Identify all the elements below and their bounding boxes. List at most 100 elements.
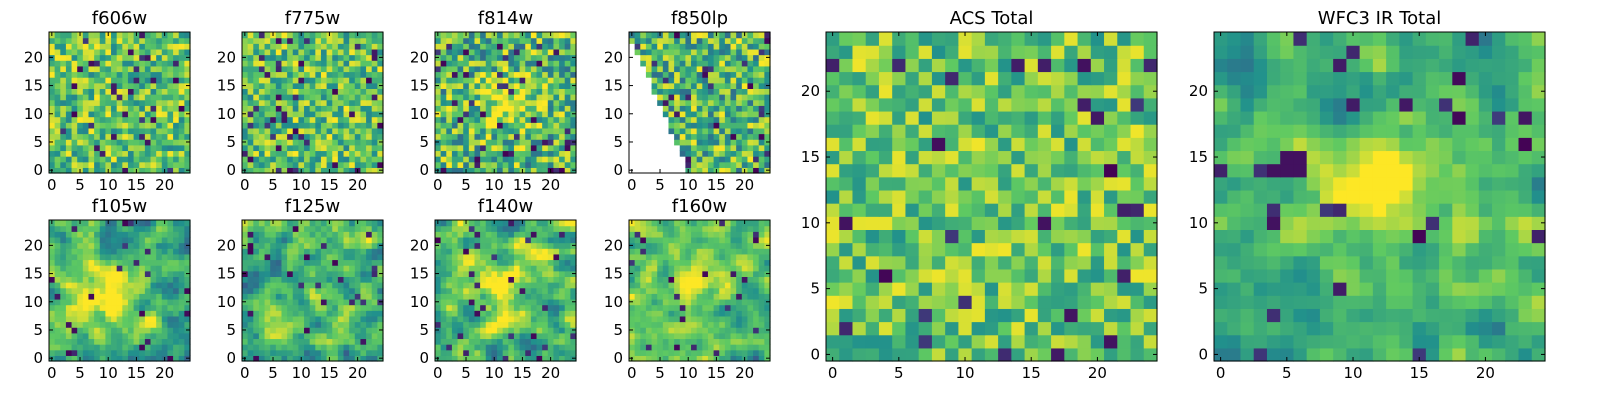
heatmap-cell <box>161 259 169 266</box>
heatmap-cell <box>468 71 476 78</box>
heatmap-cell <box>519 127 526 135</box>
heatmap-cell <box>156 139 163 146</box>
heatmap-cell <box>446 293 453 300</box>
heatmap-cell <box>258 32 266 39</box>
heatmap-cell <box>468 65 476 73</box>
heatmap-cell <box>94 293 101 300</box>
heatmap-cell <box>258 105 266 112</box>
heatmap-cell <box>645 259 653 266</box>
heatmap-cell <box>435 156 442 163</box>
heatmap-cell <box>446 37 453 44</box>
heatmap-cell <box>366 287 373 294</box>
heatmap-cell <box>49 259 56 266</box>
heatmap-cell <box>685 71 692 78</box>
heatmap-cell <box>474 122 481 129</box>
heatmap-cell <box>320 321 328 328</box>
heatmap-cell <box>508 116 515 123</box>
heatmap-cell <box>281 248 288 255</box>
heatmap-cell <box>508 298 515 306</box>
heatmap-cell <box>679 99 686 106</box>
heatmap-cell <box>247 156 254 163</box>
heatmap-cell <box>88 82 95 89</box>
heatmap-cell <box>519 156 526 163</box>
heatmap-cell <box>651 298 658 306</box>
heatmap-cell <box>530 139 538 146</box>
heatmap-cell <box>377 338 384 345</box>
heatmap-cell <box>111 144 118 152</box>
heatmap-cell <box>440 167 447 174</box>
heatmap-cell <box>360 77 367 84</box>
heatmap-cell <box>719 43 726 50</box>
heatmap-cell <box>258 259 266 266</box>
heatmap-cell <box>536 122 543 129</box>
heatmap-cells <box>49 220 191 362</box>
heatmap-cell <box>144 77 152 84</box>
heatmap-cell <box>736 287 743 294</box>
heatmap-cell <box>513 37 521 44</box>
heatmap-cell <box>702 122 709 129</box>
heatmap-cell <box>360 220 367 227</box>
heatmap-cell <box>281 116 288 123</box>
heatmap-cell <box>736 167 743 174</box>
heatmap-cell <box>332 259 339 266</box>
heatmap-cell <box>463 110 470 118</box>
heatmap-cell <box>247 110 254 118</box>
heatmap-cell <box>304 298 311 306</box>
heatmap-cell <box>764 122 771 129</box>
heatmap-cell <box>315 355 322 362</box>
heatmap-cell <box>570 71 577 78</box>
heatmap-cell <box>292 167 299 174</box>
heatmap-cell <box>629 332 636 340</box>
heatmap-cell <box>513 304 521 311</box>
heatmap-cell <box>337 77 345 84</box>
heatmap-cell <box>71 161 78 168</box>
heatmap-cell <box>343 298 350 306</box>
heatmap-cell <box>105 37 112 44</box>
heatmap-cell <box>480 82 487 89</box>
heatmap-cell <box>707 321 715 328</box>
heatmap-cells <box>242 32 384 174</box>
heatmap-cell <box>559 150 566 157</box>
heatmap-cell <box>354 276 362 283</box>
heatmap-cell <box>337 242 345 249</box>
heatmap-cell <box>564 48 571 56</box>
heatmap-cell <box>161 282 169 289</box>
heatmap-cell <box>82 144 90 152</box>
heatmap-cell <box>764 116 771 123</box>
heatmap-cell <box>451 144 459 152</box>
heatmap-cell <box>451 242 459 249</box>
heatmap-cell <box>713 156 720 163</box>
heatmap-cell <box>337 71 345 78</box>
heatmap-cell <box>309 71 316 78</box>
heatmap-cell <box>270 110 277 118</box>
heatmap-cell <box>167 65 174 73</box>
heatmap-cell <box>247 77 254 84</box>
heatmap-cell <box>105 287 112 294</box>
heatmap-cell <box>99 161 106 168</box>
y-tick-label: 0 <box>33 161 43 179</box>
heatmap-cell <box>105 139 112 146</box>
heatmap-cell <box>287 310 294 317</box>
heatmap-cell <box>519 133 526 140</box>
heatmap-cell <box>127 315 135 323</box>
heatmap-cell <box>366 276 373 283</box>
heatmap-cell <box>377 248 384 255</box>
heatmap-cell <box>691 48 698 56</box>
heatmap-cell <box>570 253 577 261</box>
heatmap-cell <box>691 116 698 123</box>
heatmap-cell <box>491 71 498 78</box>
heatmap-cell <box>309 287 316 294</box>
heatmap-cell <box>287 43 294 50</box>
heatmap-cell <box>502 349 509 356</box>
heatmap-cell <box>513 338 521 345</box>
heatmap-cell <box>173 133 180 140</box>
heatmap-cell <box>707 344 715 351</box>
heatmap-cell <box>724 304 732 311</box>
heatmap-cell <box>292 259 299 266</box>
heatmap-cell <box>696 248 703 255</box>
heatmap-cell <box>320 270 328 277</box>
heatmap-cell <box>116 60 123 67</box>
heatmap-cell <box>747 150 754 157</box>
heatmap-cell <box>542 349 549 356</box>
heatmap-cell <box>371 110 378 118</box>
